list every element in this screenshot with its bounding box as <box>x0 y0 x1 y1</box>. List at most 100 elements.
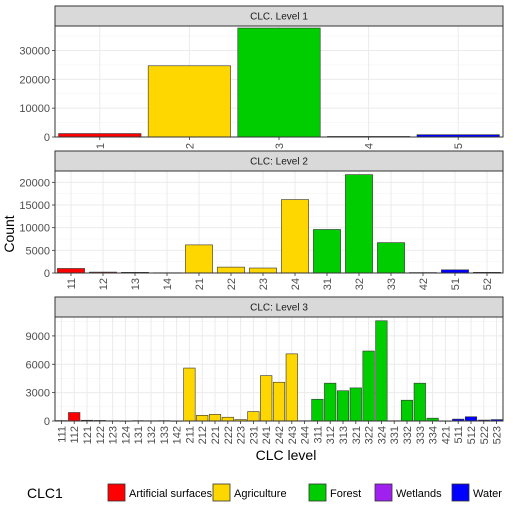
x-tick-label: 11 <box>66 278 78 289</box>
x-tick-label: 212 <box>197 426 209 444</box>
x-tick-label: 124 <box>120 426 132 444</box>
x-tick-label: 132 <box>146 426 158 444</box>
bar-33 <box>377 242 405 274</box>
x-tick-label: 51 <box>450 278 462 290</box>
x-tick-label: 231 <box>248 426 260 444</box>
x-tick-label: 123 <box>108 426 120 444</box>
legend-label: Agriculture <box>234 488 287 500</box>
y-tick-label: 30000 <box>19 46 50 58</box>
legend-title: CLC1 <box>27 485 63 501</box>
y-axis-title: Count <box>1 215 17 252</box>
bar-333 <box>413 382 426 422</box>
panel-1: CLC. Level 1 0 10000 20000 30000 1 2 3 4 5 <box>19 5 504 149</box>
bar-322 <box>362 350 375 422</box>
x-tick-label: 241 <box>261 426 273 444</box>
x-tick-label: 122 <box>95 426 107 444</box>
bar-211 <box>183 367 196 422</box>
x-tick-label: 242 <box>274 426 286 444</box>
x-tick-label: 24 <box>290 278 302 290</box>
bar-222 <box>221 416 234 422</box>
y-tick-label: 20000 <box>19 177 50 189</box>
y-tick-label: 5000 <box>26 245 50 257</box>
y-tick-label: 10000 <box>19 223 50 235</box>
x-tick-label: 13 <box>130 278 142 290</box>
x-tick-label: 131 <box>133 426 145 444</box>
legend-key <box>451 483 470 502</box>
bar-1 <box>58 133 142 138</box>
x-tick-label: 332 <box>402 426 414 444</box>
x-tick-label: 334 <box>428 426 440 444</box>
x-tick-label: 211 <box>184 426 196 444</box>
x-tick-label: 5 <box>453 143 465 149</box>
bar-312 <box>324 382 337 422</box>
legend-key <box>212 483 231 502</box>
x-tick-label: 133 <box>159 426 171 444</box>
bar-3 <box>237 27 321 138</box>
y-tick-label: 6000 <box>26 359 50 371</box>
bar-31 <box>313 229 341 274</box>
x-axis-title: CLC level <box>256 447 317 463</box>
x-tick-label: 31 <box>322 278 334 290</box>
x-tick-label: 523 <box>492 426 504 444</box>
x-tick-label: 421 <box>440 426 452 444</box>
plot-area <box>55 171 503 273</box>
panel-border <box>54 170 504 274</box>
legend-label: Forest <box>330 488 361 500</box>
y-tick-label: 0 <box>44 132 50 144</box>
bar-221 <box>208 414 222 422</box>
x-tick-label: 312 <box>325 426 337 444</box>
x-tick-label: 4 <box>364 143 376 149</box>
legend-key <box>374 483 393 502</box>
y-tick-label: 10000 <box>19 103 50 115</box>
y-tick-label: 20000 <box>19 74 50 86</box>
x-tick-label: 142 <box>172 426 184 444</box>
panel-title: CLC: Level 3 <box>250 303 308 314</box>
bar-313 <box>336 390 350 422</box>
x-tick-label: 313 <box>338 426 350 444</box>
bar-311 <box>311 398 324 422</box>
bar-21 <box>185 244 213 274</box>
bar-23 <box>249 267 277 274</box>
legend-key <box>308 483 327 502</box>
x-tick-label: 324 <box>376 426 388 444</box>
x-tick-label: 223 <box>236 426 248 444</box>
panel-2: CLC: Level 2 0 5000 10000 15000 20000 11 12 13 14… <box>19 150 504 290</box>
x-tick-label: 243 <box>287 426 299 444</box>
x-tick-label: 14 <box>162 278 174 290</box>
y-tick-label: 9000 <box>26 331 50 343</box>
legend-label: Water <box>473 488 502 500</box>
legend: CLC1 Artificial surfaces Agriculture Fores… <box>27 483 502 502</box>
x-tick-label: 111 <box>56 426 68 443</box>
x-tick-label: 1 <box>95 143 107 149</box>
x-tick-label: 222 <box>223 426 235 444</box>
legend-key <box>107 483 126 502</box>
x-tick-label: 23 <box>258 278 270 290</box>
y-tick-label: 3000 <box>26 388 50 400</box>
x-tick-label: 331 <box>389 426 401 444</box>
bar-243 <box>285 353 298 422</box>
x-tick-label: 12 <box>98 278 110 290</box>
x-tick-label: 333 <box>415 426 427 444</box>
bar-212 <box>196 415 209 422</box>
panel-3: CLC: Level 3 0 3000 6000 9000 111 112 121 122 123… <box>26 296 504 444</box>
bar-242 <box>272 381 286 422</box>
x-tick-label: 32 <box>354 278 366 290</box>
x-tick-label: 33 <box>386 278 398 290</box>
bar-22 <box>217 266 245 274</box>
y-tick-label: 0 <box>44 416 50 428</box>
bar-324 <box>375 320 388 422</box>
y-tick-label: 0 <box>44 268 50 280</box>
x-tick-label: 522 <box>479 426 491 444</box>
bar-241 <box>260 375 273 422</box>
bar-231 <box>247 411 260 422</box>
x-tick-label: 221 <box>210 426 222 444</box>
bar-332 <box>400 399 414 422</box>
bar-512 <box>464 416 478 422</box>
x-tick-label: 112 <box>69 426 81 444</box>
legend-label: Wetlands <box>396 488 442 500</box>
bar-2 <box>147 65 231 138</box>
x-tick-label: 22 <box>226 278 238 290</box>
legend-label: Artificial surfaces <box>129 488 213 500</box>
